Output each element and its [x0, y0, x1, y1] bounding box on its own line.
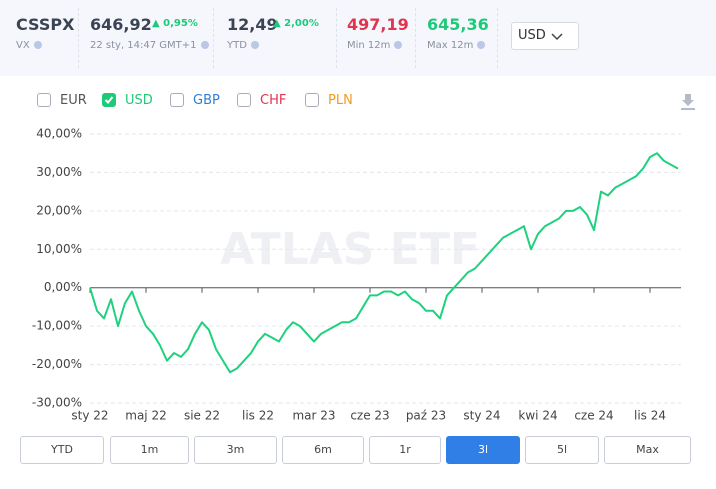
range-button[interactable]: YTD [20, 436, 104, 464]
range-button[interactable]: 6m [282, 436, 364, 464]
x-tick-label: kwi 24 [518, 409, 557, 423]
checkbox[interactable] [237, 93, 251, 107]
checkbox-label[interactable]: PLN [328, 93, 353, 108]
checkbox[interactable] [170, 93, 184, 107]
timestamp-text: 22 sty, 14:47 GMT+1 [90, 40, 197, 51]
max: Max 12m [427, 40, 486, 51]
y-tick-label: 30,00% [36, 165, 82, 179]
currency-select[interactable]: USD [511, 22, 579, 50]
ytd-label: YTD [227, 40, 247, 51]
x-tick-label: paź 23 [406, 409, 446, 423]
min: Min 12m [347, 40, 403, 51]
range-button[interactable]: 5l [525, 436, 599, 464]
checkbox[interactable] [102, 93, 116, 107]
checkbox-label[interactable]: CHF [260, 93, 287, 108]
checkbox[interactable] [305, 93, 319, 107]
timestamp: 22 sty, 14:47 GMT+1 [90, 40, 209, 51]
ytd: YTD [227, 40, 259, 51]
ytd-change: ▲ 2,00% [273, 18, 319, 29]
checkbox-label[interactable]: EUR [60, 93, 87, 108]
range-button[interactable]: 3l [446, 436, 520, 464]
ytd-change-value: 2,00% [284, 18, 319, 29]
x-tick-label: sty 24 [463, 409, 500, 423]
price-change: ▲ 0,95% [152, 18, 198, 29]
min-value: 497,19 [347, 15, 409, 34]
chart: ATLAS ETF -30,00%-20,00%-10,00%0,00%10,0… [32, 127, 681, 423]
x-tick-label: sty 22 [71, 409, 108, 423]
checkbox[interactable] [37, 93, 51, 107]
min-label: Min 12m [347, 40, 391, 51]
price-change-value: 0,95% [163, 18, 198, 29]
price-line [89, 152, 679, 374]
header: CSSPX VX 646,92 ▲ 0,95% 22 sty, 14:47 GM… [0, 0, 716, 76]
x-tick-label: sie 22 [184, 409, 220, 423]
y-tick-label: 20,00% [36, 203, 82, 217]
x-tick-label: lis 24 [634, 409, 666, 423]
exchange: VX [16, 40, 42, 51]
ytd-value: 12,49 [227, 15, 278, 34]
currency-value: USD [518, 28, 546, 43]
y-tick-label: 40,00% [36, 127, 82, 141]
x-tick-label: lis 22 [242, 409, 274, 423]
range-button[interactable]: 3m [194, 436, 277, 464]
checkbox-label[interactable]: USD [125, 93, 153, 108]
range-button[interactable]: Max [604, 436, 691, 464]
y-tick-label: -20,00% [32, 357, 82, 371]
y-tick-label: -30,00% [32, 396, 82, 410]
exchange-label: VX [16, 40, 30, 51]
range-button[interactable]: 1r [369, 436, 441, 464]
checkbox-label[interactable]: GBP [193, 93, 220, 108]
range-button[interactable]: 1m [110, 436, 189, 464]
x-tick-label: mar 23 [292, 409, 335, 423]
x-tick-label: maj 22 [125, 409, 166, 423]
max-label: Max 12m [427, 40, 474, 51]
price: 646,92 [90, 15, 152, 34]
y-tick-label: 10,00% [36, 242, 82, 256]
x-tick-label: cze 23 [350, 409, 389, 423]
x-tick-label: cze 24 [574, 409, 613, 423]
y-tick-label: -10,00% [32, 319, 82, 333]
y-tick-label: 0,00% [44, 280, 82, 294]
max-value: 645,36 [427, 15, 489, 34]
ticker: CSSPX [16, 15, 75, 34]
download-icon[interactable] [680, 93, 696, 111]
